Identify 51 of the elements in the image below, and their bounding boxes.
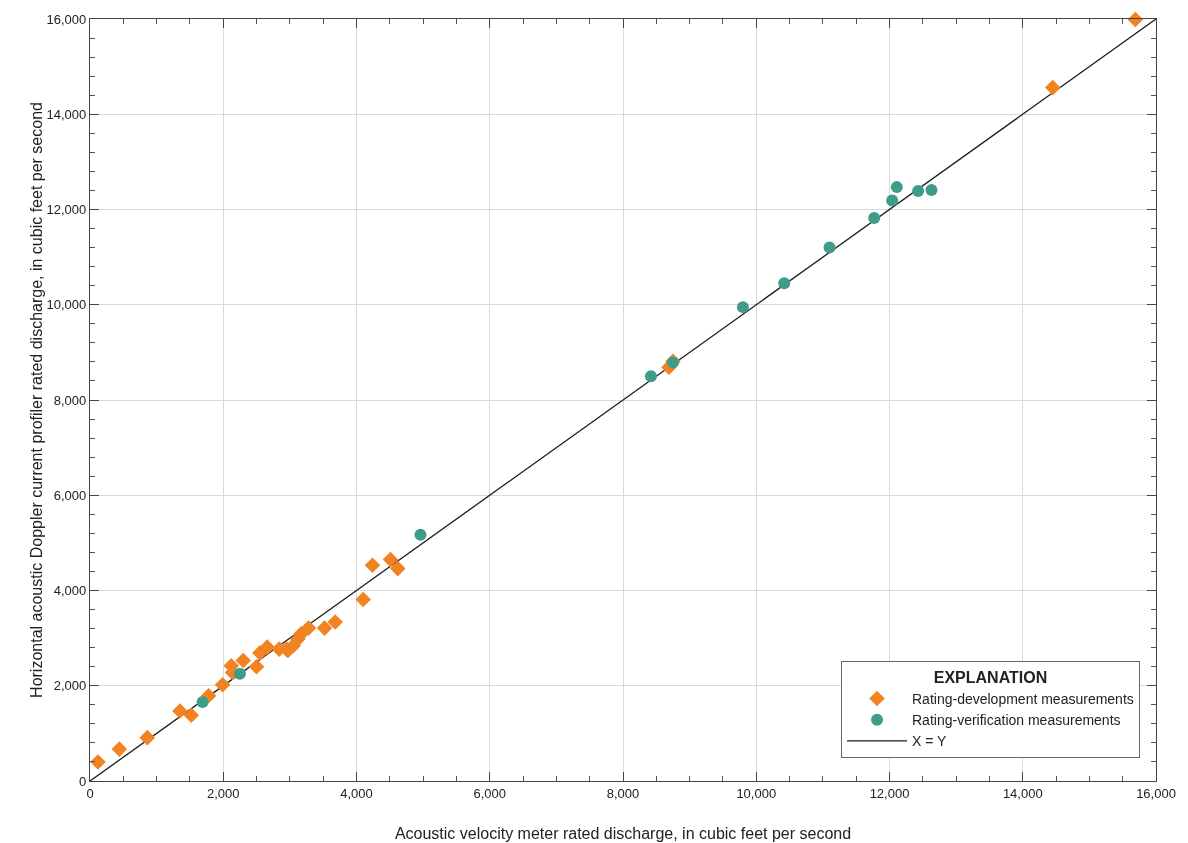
legend-label: X = Y — [912, 733, 948, 750]
y-tick-label: 14,000 — [46, 106, 87, 122]
point — [912, 184, 925, 197]
x-axis-title: Acoustic velocity meter rated discharge, in cubic feet per second — [394, 825, 852, 843]
x-tick-label: 4,000 — [340, 785, 373, 801]
point — [736, 301, 749, 314]
point — [235, 652, 252, 669]
point — [390, 560, 406, 577]
point — [1044, 79, 1061, 96]
point — [925, 183, 938, 196]
point — [327, 614, 343, 630]
y-tick-label: 6,000 — [53, 487, 87, 503]
point — [868, 212, 881, 225]
y-tick-label: 4,000 — [53, 583, 87, 599]
y-tick-label: 12,000 — [46, 202, 87, 218]
x-tick-label: 2,000 — [206, 785, 240, 801]
point — [214, 677, 231, 693]
legend-label: Rating-development measurements — [912, 691, 1134, 707]
y-axis-title: Horizontal acoustic Doppler current profiler rated discharge, in cubic feet per second — [27, 102, 45, 698]
x-tick-label: 10,000 — [736, 785, 777, 801]
y-tick-label: 8,000 — [53, 392, 87, 408]
point — [248, 658, 265, 675]
y-tick-label: 10,000 — [46, 297, 87, 313]
point — [233, 667, 246, 680]
legend-title: EXPLANATION — [933, 668, 1048, 686]
legend-label: Rating-verification measurements — [912, 712, 1121, 729]
x-tick-label: 8,000 — [606, 785, 640, 801]
point — [139, 729, 156, 746]
point — [111, 741, 128, 757]
x-tick-label: 16,000 — [1136, 785, 1176, 801]
point — [382, 551, 399, 568]
point — [259, 639, 276, 655]
point — [778, 277, 791, 290]
point — [355, 591, 371, 608]
point — [823, 241, 836, 254]
point — [300, 620, 317, 636]
point — [183, 707, 200, 724]
point — [172, 703, 188, 719]
point — [196, 695, 209, 708]
point — [414, 528, 427, 541]
point — [316, 620, 333, 636]
point — [890, 181, 903, 194]
x-tick-label: 12,000 — [869, 785, 910, 801]
y-tick-label: 0 — [79, 773, 87, 789]
y-tick-label: 16,000 — [46, 11, 87, 27]
point — [886, 194, 899, 207]
x-tick-label: 6,000 — [473, 785, 507, 801]
y-tick-label: 2,000 — [53, 678, 87, 694]
point — [644, 370, 657, 383]
x-tick-label: 14,000 — [1002, 785, 1043, 801]
point — [364, 557, 381, 574]
